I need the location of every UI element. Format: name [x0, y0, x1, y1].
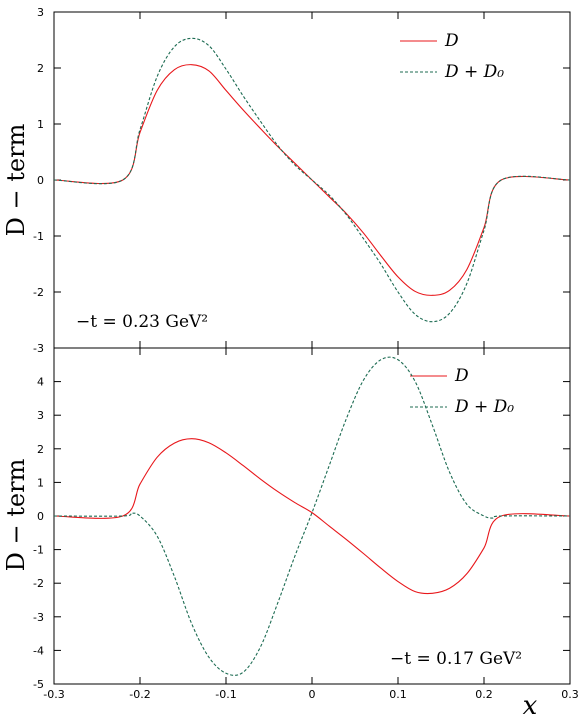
y-axis-label: D − term — [2, 458, 30, 571]
x-tick-label: 0.3 — [561, 688, 579, 701]
y-tick-label: -2 — [33, 577, 44, 590]
y-tick-label: 4 — [37, 376, 44, 389]
y-tick-label: -1 — [33, 544, 44, 557]
legend-label: D — [444, 31, 459, 51]
x-tick-label: 0.2 — [475, 688, 493, 701]
x-tick-label: -0.2 — [129, 688, 150, 701]
y-tick-label: -3 — [33, 611, 44, 624]
x-tick-label: 0.1 — [389, 688, 407, 701]
momentum-transfer-annotation: −t = 0.23 GeV² — [76, 312, 208, 332]
y-tick-label: -3 — [33, 342, 44, 355]
y-tick-label: 2 — [37, 62, 44, 75]
x-tick-label: -0.1 — [215, 688, 236, 701]
series-line-D — [53, 438, 571, 595]
series-line-D — [53, 64, 571, 296]
y-tick-label: -1 — [33, 230, 44, 243]
x-tick-label: 0 — [309, 688, 316, 701]
y-tick-label: 3 — [37, 409, 44, 422]
x-axis-label: x — [523, 691, 538, 717]
x-tick-label: -0.3 — [43, 688, 64, 701]
legend-label: D + D₀ — [454, 397, 514, 417]
momentum-transfer-annotation: −t = 0.17 GeV² — [390, 649, 522, 669]
top-panel: -3 -2 -1 0 1 2 3 D D + D₀ D − term −t = 0.23 GeV² — [2, 6, 571, 355]
y-tick-label: 1 — [37, 118, 44, 131]
legend-label: D — [454, 366, 469, 386]
y-tick-label: 0 — [37, 174, 44, 187]
y-tick-label: -2 — [33, 286, 44, 299]
y-tick-label: -5 — [33, 678, 44, 691]
legend-label: D + D₀ — [444, 62, 504, 82]
y-tick-label: -4 — [33, 644, 44, 657]
y-tick-label: 3 — [37, 6, 44, 19]
series-line-D-plus-D0 — [53, 37, 571, 323]
y-tick-label: 0 — [37, 510, 44, 523]
bottom-panel: -0.3 -0.2 -0.1 0 0.1 0.2 0.3 -5 -4 -3 -2 -1 0 1 2 3 4 D D … — [2, 347, 579, 717]
y-tick-label: 2 — [37, 443, 44, 456]
y-axis-label: D − term — [2, 123, 30, 236]
series-line-D-plus-D0 — [53, 356, 571, 676]
y-tick-label: 1 — [37, 476, 44, 489]
